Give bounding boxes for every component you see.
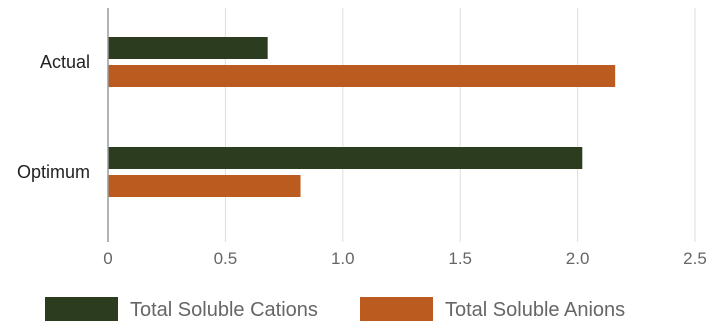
bar-optimum-series-1: [108, 147, 583, 169]
category-label: Optimum: [17, 162, 90, 182]
x-tick-labels: 0 0.5 1.0 1.5 2.0 2.5: [103, 249, 707, 268]
x-tick-label: 2.0: [566, 249, 590, 268]
bar-actual-series-2: [108, 65, 616, 87]
x-tick-label: 0: [103, 249, 112, 268]
bar-actual-series-1: [108, 37, 268, 59]
x-tick-label: 0.5: [214, 249, 238, 268]
legend-swatch: [360, 297, 433, 321]
bar-optimum-series-2: [108, 175, 301, 197]
legend: Total Soluble Cations Total Soluble Anion…: [45, 297, 625, 321]
legend-swatch: [45, 297, 118, 321]
category-label: Actual: [40, 52, 90, 72]
legend-label: Total Soluble Anions: [445, 299, 625, 321]
x-tick-label: 1.0: [331, 249, 355, 268]
grid-lines: [224, 8, 696, 242]
x-tick-label: 1.5: [448, 249, 472, 268]
legend-label: Total Soluble Cations: [130, 299, 318, 321]
bars: [108, 37, 616, 197]
category-labels: Actual Optimum: [17, 52, 90, 182]
x-tick-label: 2.5: [683, 249, 707, 268]
